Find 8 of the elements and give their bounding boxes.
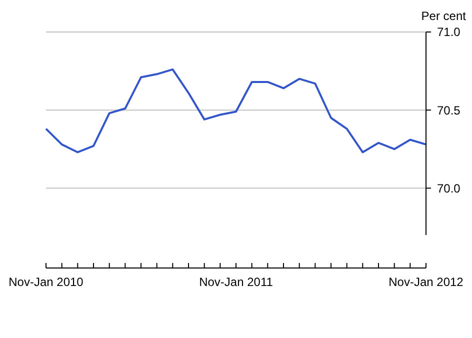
y-tick-label: 70.5 [437, 103, 461, 118]
line-series [45, 68, 427, 154]
y-tick-label: 70.0 [437, 181, 461, 196]
y-tick-label: 71.0 [437, 25, 461, 40]
x-tick-label: Nov-Jan 2012 [388, 275, 464, 289]
y-axis-title: Per cent [421, 9, 467, 23]
x-tick-label: Nov-Jan 2010 [8, 275, 84, 289]
x-tick-label: Nov-Jan 2011 [199, 275, 274, 289]
